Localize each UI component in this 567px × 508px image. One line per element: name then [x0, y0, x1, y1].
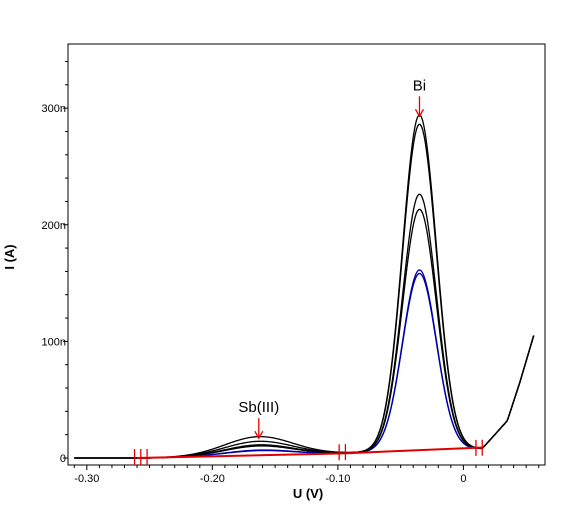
y-tick-label: 200n	[42, 220, 66, 232]
x-axis-title: U (V)	[293, 486, 323, 501]
annotation-arrow-head	[414, 108, 425, 118]
x-tick-label: -0.20	[200, 473, 225, 485]
voltammogram-curve-1	[74, 269, 535, 459]
baseline-fit-line-2	[344, 446, 483, 455]
y-tick-label: 300n	[42, 103, 66, 115]
annotation-arrow-head	[254, 430, 264, 440]
voltammogram-curve-3	[74, 208, 535, 459]
voltammogram-curve-6	[74, 114, 535, 459]
y-tick-label: 0	[60, 453, 66, 465]
voltammogram-curve-2	[74, 272, 535, 459]
annotation-label: Bi	[413, 77, 426, 94]
plot-frame	[67, 43, 546, 466]
voltammogram-curve-5	[74, 123, 535, 459]
peak-annotation-1: Bi	[413, 77, 426, 118]
voltammogram-curve-4	[74, 193, 535, 459]
annotation-label: Sb(III)	[238, 399, 279, 416]
y-tick-label: 100n	[42, 336, 66, 348]
x-tick-label: 0	[460, 473, 466, 485]
peak-annotation-2: Sb(III)	[238, 399, 279, 440]
x-tick-label: -0.10	[325, 473, 350, 485]
x-tick-label: -0.30	[74, 473, 99, 485]
baseline-fit-line-1	[137, 452, 345, 460]
y-axis-title: I (A)	[2, 244, 17, 269]
